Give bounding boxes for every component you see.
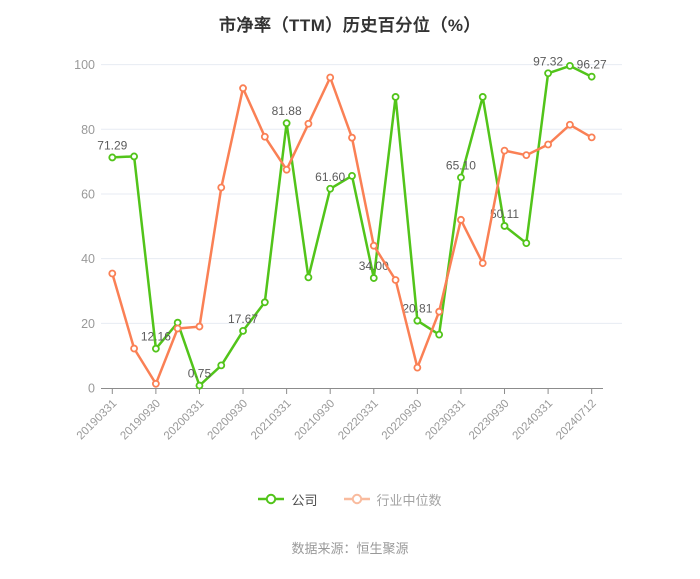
x-axis-label: 20230930 (467, 398, 512, 443)
series-company-point[interactable] (130, 152, 138, 161)
y-axis-label: 80 (81, 123, 95, 137)
series-industry-median-point[interactable] (369, 241, 378, 250)
series-company-point-label: 20.81 (402, 302, 432, 316)
data-source-caption: 数据来源：恒生聚源 (291, 541, 409, 556)
series-company-point-label: 50.11 (490, 207, 519, 221)
series-company-point-label: 34.00 (359, 259, 389, 273)
series-industry-median-point[interactable] (239, 84, 247, 93)
series-industry-median-point[interactable] (544, 140, 552, 149)
x-axis-label: 20210331 (249, 398, 294, 443)
series-company-line (111, 64, 593, 387)
series-industry-median-point[interactable] (282, 165, 291, 174)
series-company-point[interactable] (391, 93, 400, 101)
x-axis-label: 20230331 (423, 398, 468, 443)
series-company-point[interactable] (565, 61, 574, 70)
chart-title: 市净率（TTM）历史百分位（%） (218, 16, 482, 35)
x-axis-label: 20190930 (118, 398, 163, 443)
series-company-point[interactable] (522, 239, 531, 248)
series-company-point[interactable] (282, 119, 291, 128)
series-industry-median-point[interactable] (195, 322, 204, 331)
series-company-point-label: 97.32 (533, 54, 563, 68)
series-company-point[interactable] (326, 184, 335, 193)
series-company-point[interactable] (413, 316, 422, 325)
series-company-point[interactable] (217, 361, 226, 370)
x-axis-label: 20210930 (293, 398, 338, 443)
series-company-point[interactable] (369, 274, 378, 282)
series-company-point[interactable] (457, 173, 465, 182)
series-industry-median-point[interactable] (348, 133, 356, 142)
series-industry-median-point[interactable] (260, 132, 269, 141)
chart-legend: 公司 行业中位数 (0, 488, 700, 510)
x-axis-label: 20240712 (554, 398, 599, 443)
series-company-point-label: 81.88 (272, 104, 302, 118)
series-industry-median-point[interactable] (413, 363, 422, 372)
series-company-point[interactable] (348, 171, 356, 180)
series-company-point-label: 17.67 (228, 312, 258, 326)
series-company-point-label: 71.29 (97, 138, 127, 152)
series-industry-median-point[interactable] (391, 276, 400, 284)
y-axis-label: 0 (88, 382, 95, 396)
series-industry-median-point[interactable] (435, 307, 444, 316)
series-company-point-label: 0.75 (188, 367, 212, 381)
series-industry-median-point[interactable] (457, 215, 465, 224)
series-industry-median-point[interactable] (304, 119, 313, 128)
series-industry-median-point[interactable] (478, 259, 487, 268)
series-company-point[interactable] (478, 93, 487, 101)
legend-line-icon-company (258, 493, 285, 505)
x-axis-label: 20200930 (205, 398, 250, 443)
series-industry-median-point[interactable] (565, 120, 574, 129)
series-company-point[interactable] (108, 153, 117, 162)
series-industry-median-point[interactable] (217, 183, 226, 192)
x-axis-label: 20220930 (380, 398, 425, 443)
percentile-chart-canvas[interactable]: 0 20 40 60 80 100 2019033120190930202003312020… (0, 0, 700, 470)
legend-item-industry-median[interactable]: 行业中位数 (343, 490, 442, 509)
series-company-point[interactable] (587, 72, 596, 81)
series-company-point-label: 61.60 (315, 170, 345, 184)
series-company-point-label: 12.16 (141, 330, 171, 344)
y-axis-label: 20 (81, 317, 95, 331)
legend-line-icon-industry-median (343, 493, 370, 505)
y-axis-label: 60 (81, 187, 95, 201)
legend-label-industry-median: 行业中位数 (376, 492, 442, 508)
series-company-point-label: 96.27 (577, 58, 607, 72)
series-company-point-label: 65.10 (446, 158, 476, 172)
series-industry-median-point[interactable] (108, 269, 117, 278)
x-axis-label: 20220331 (336, 398, 381, 443)
x-axis-label: 20200331 (162, 398, 207, 443)
series-company-point[interactable] (260, 298, 269, 307)
series-company-point[interactable] (151, 344, 160, 353)
y-axis-label: 100 (74, 58, 95, 72)
series-company-point[interactable] (500, 222, 509, 230)
series-company-point[interactable] (195, 381, 204, 390)
series-company-point[interactable] (544, 69, 552, 78)
series-industry-median-point[interactable] (173, 324, 182, 333)
series-company-point[interactable] (239, 326, 247, 335)
series-industry-median-point[interactable] (587, 133, 596, 142)
series-company-point[interactable] (304, 273, 313, 282)
series-industry-median-point[interactable] (130, 344, 138, 353)
y-axis-label: 40 (81, 252, 95, 266)
legend-item-company[interactable]: 公司 (258, 490, 318, 509)
x-axis-label: 20240331 (511, 398, 556, 443)
series-industry-median-point[interactable] (151, 379, 160, 388)
series-industry-median-point[interactable] (500, 146, 509, 155)
series-industry-median-point[interactable] (522, 151, 531, 160)
series-company-point[interactable] (435, 330, 444, 339)
legend-label-company: 公司 (291, 492, 318, 508)
x-axis-label: 20190331 (75, 398, 120, 443)
series-industry-median-point[interactable] (326, 73, 335, 82)
